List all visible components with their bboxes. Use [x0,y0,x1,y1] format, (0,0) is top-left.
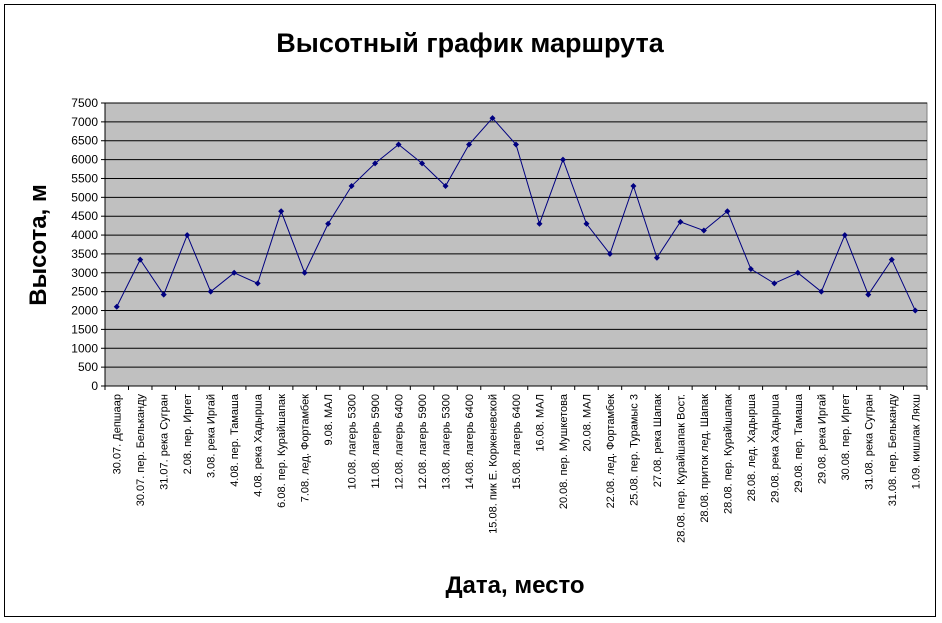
x-axis-title: Дата, место [445,572,584,599]
data-point [747,266,754,273]
data-point [912,307,919,314]
y-tick-label: 2000 [71,304,98,318]
y-tick-label: 7000 [71,115,98,129]
x-tick-label: 30.07. пер. Бельканду [135,394,147,507]
x-tick-label: 15.08. лагерь 6400 [511,394,523,489]
x-tick-label: 31.08. пер. Бельканду [887,394,899,507]
x-tick-label: 1.09. кишлак Ляхш [910,394,922,489]
y-tick-label: 4000 [71,228,98,242]
data-point [536,220,543,227]
x-tick-label: 30.07. Депшаар [112,394,124,474]
x-tick-label: 31.08. река Сугран [863,394,875,490]
x-tick-label: 28.08. пер. Курайшапак Вост. [675,394,687,543]
x-tick-label: 29.08. река Иргай [816,394,828,484]
data-point [771,280,778,287]
data-point [841,232,848,239]
y-tick-label: 7500 [71,96,98,110]
y-tick-label: 4500 [71,209,98,223]
y-tick-label: 5500 [71,171,98,185]
data-point [724,208,731,215]
data-point [113,303,120,310]
x-tick-label: 27.08. река Шапак [652,394,664,487]
x-tick-label: 25.08. пер. Турамыс 3 [628,394,640,506]
data-point [137,256,144,263]
x-tick-label: 2.08. пер. Иргет [182,394,194,474]
x-tick-label: 13.08. лагерь 5300 [441,394,453,489]
x-tick-label: 7.08. лед. Фортамбек [300,394,312,502]
data-point [513,141,519,148]
data-point [348,183,355,190]
y-tick-label: 500 [78,360,98,374]
data-point [677,218,684,225]
data-point [442,183,449,190]
y-tick-label: 1000 [71,341,98,355]
data-point [325,220,332,227]
y-tick-label: 5000 [71,190,98,204]
x-tick-label: 15.08. пик Е. Корженевской [488,394,500,534]
data-point [865,291,872,298]
x-tick-label: 3.08. река Иргай [206,394,218,478]
x-tick-label: 10.08. лагерь 5300 [347,394,359,489]
data-point [372,160,379,167]
data-point [301,269,308,276]
x-tick-label: 16.08. МАЛ [534,394,546,452]
data-point [818,288,825,295]
x-tick-label: 28.08. пер. Курайшапак [722,394,734,514]
y-axis-title: Высота, м [25,184,52,305]
x-tick-label: 31.07. река Сугран [159,394,171,490]
x-tick-label: 14.08. лагерь 6400 [464,394,476,489]
y-tick-label: 6500 [71,134,98,148]
data-point [395,141,402,148]
data-point [489,115,496,122]
x-tick-label: 6.08. пер. Курайшапак [276,394,288,508]
chart-title: Высотный график маршрута [276,28,664,58]
y-tick-label: 1500 [71,322,98,336]
x-tick-label: 20.08. МАЛ [581,394,593,452]
data-point [160,291,167,298]
x-tick-label: 4.08. река Хадырша [253,393,265,497]
x-tick-label: 12.08. лагерь 6400 [394,394,406,489]
data-point [583,220,590,227]
x-tick-label: 11.08. лагерь 5900 [370,394,382,489]
x-tick-label: 20.08. пер. Мушкетова [558,393,570,509]
data-point [278,208,285,215]
x-tick-label: 12.08. лагерь 5900 [417,394,429,489]
x-tick-label: 28.08. лед. Хадырша [746,393,758,501]
data-point [419,160,426,167]
data-point [630,183,637,190]
x-tick-label: 28.08. приток лед. Шапак [699,394,711,523]
data-point [653,254,660,261]
x-tick-label: 9.08. МАЛ [323,394,335,445]
x-tick-label: 29.08. пер. Тамаша [793,393,805,493]
x-tick-label: 4.08. пер. Тамаша [229,393,241,487]
data-point [888,256,895,263]
data-point [254,280,261,287]
y-tick-label: 3000 [71,266,98,280]
data-point [700,227,707,234]
data-point [231,269,238,276]
data-point [184,232,191,239]
data-point [466,141,473,148]
y-tick-label: 2500 [71,285,98,299]
data-point [559,156,566,163]
data-point [606,250,613,257]
data-point [207,288,214,295]
x-tick-label: 22.08. лед. Фортамбек [605,394,617,509]
y-tick-label: 6000 [71,153,98,167]
x-tick-label: 30.08. пер. Иргет [840,394,852,481]
x-tick-label: 29.08. река Хадырша [769,393,781,503]
y-tick-label: 3500 [71,247,98,261]
data-point [794,269,801,276]
plot-area [104,102,928,387]
y-tick-label: 0 [91,379,98,393]
